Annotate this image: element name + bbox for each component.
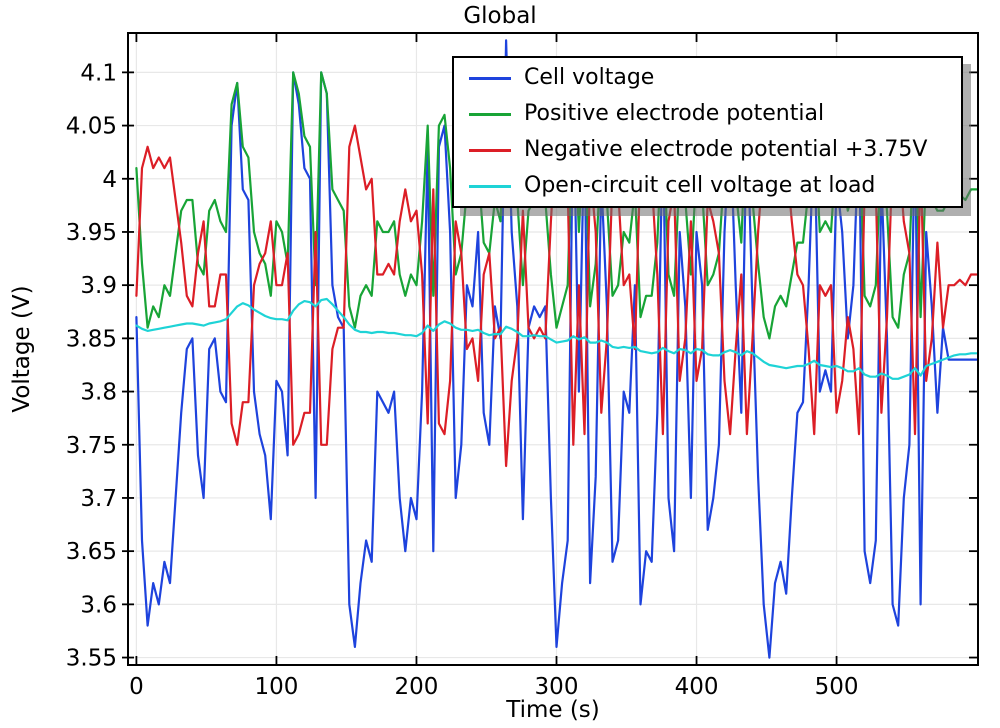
svg-text:0: 0 <box>129 674 144 700</box>
svg-text:100: 100 <box>254 674 298 700</box>
legend-item-label: Cell voltage <box>524 65 655 90</box>
svg-text:3.75: 3.75 <box>66 433 117 459</box>
svg-text:3.7: 3.7 <box>80 486 117 512</box>
y-axis-label-text: Voltage (V) <box>9 285 35 413</box>
svg-text:3.65: 3.65 <box>66 539 117 565</box>
legend-line-sample-positive-electrode <box>469 112 511 116</box>
svg-text:3.9: 3.9 <box>80 273 117 299</box>
svg-text:3.8: 3.8 <box>80 380 117 406</box>
svg-text:3.6: 3.6 <box>80 592 117 618</box>
legend-item-label: Positive electrode potential <box>524 101 825 126</box>
legend-item: Open-circuit cell voltage at load <box>454 168 961 204</box>
legend-item-label: Negative electrode potential +3.75V <box>524 137 928 162</box>
legend-item: Negative electrode potential +3.75V <box>454 132 961 168</box>
svg-text:3.55: 3.55 <box>66 646 117 672</box>
svg-text:4.1: 4.1 <box>80 60 117 86</box>
y-tick-labels: 3.55 3.6 3.65 3.7 3.75 3.8 3.85 3.9 3.95 4 4.05 4.1 <box>66 60 117 671</box>
svg-text:3.95: 3.95 <box>66 220 117 246</box>
x-axis-label: Time (s) <box>506 697 600 723</box>
svg-text:3.85: 3.85 <box>66 326 117 352</box>
series-open-circuit-cell-voltage-at-load <box>135 297 978 380</box>
svg-text:400: 400 <box>675 674 719 700</box>
axis-ticks <box>122 33 978 665</box>
x-tick-labels: 0 100 200 300 400 500 <box>129 674 858 700</box>
plot-frame <box>127 32 979 666</box>
legend-item: Cell voltage <box>454 60 961 96</box>
svg-text:4.05: 4.05 <box>66 114 117 140</box>
legend-item: Positive electrode potential <box>454 96 961 132</box>
svg-text:200: 200 <box>395 674 439 700</box>
legend-item-label: Open-circuit cell voltage at load <box>524 173 876 198</box>
svg-text:300: 300 <box>535 674 579 700</box>
legend: Cell voltage Positive electrode potentia… <box>452 56 963 208</box>
svg-text:4: 4 <box>102 167 117 193</box>
legend-line-sample-cell-voltage <box>469 76 511 80</box>
svg-text:500: 500 <box>815 674 859 700</box>
plot-title: Global <box>463 3 537 29</box>
legend-line-sample-negative-electrode <box>469 148 511 152</box>
legend-line-sample-open-circuit <box>469 184 511 188</box>
